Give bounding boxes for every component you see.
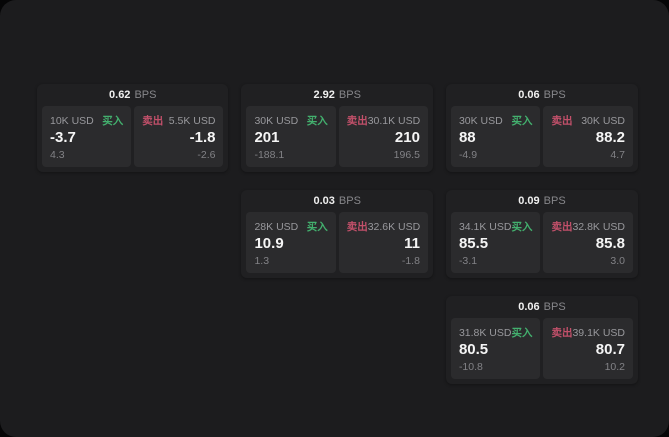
- buy-delta: 1.3: [254, 255, 270, 267]
- sell-delta: -2.6: [197, 149, 216, 161]
- sell-price: 88.2: [595, 129, 625, 147]
- bps-unit: BPS: [543, 195, 566, 207]
- sell-amount: 30K USD: [581, 114, 625, 127]
- buy-side-label: 买入: [511, 115, 533, 127]
- buy-panel[interactable]: 31.8K USD 买入 80.5 -10.8: [450, 318, 541, 379]
- bps-header: 2.92 BPS: [241, 84, 432, 106]
- buy-price: -3.7: [50, 129, 76, 147]
- buy-amount: 30K USD: [458, 114, 503, 127]
- sell-delta: 3.0: [610, 255, 625, 267]
- sell-amount: 32.6K USD: [367, 220, 421, 233]
- sell-panel[interactable]: 卖出 30.1K USD 210 196.5: [338, 106, 428, 167]
- sell-price: 85.8: [595, 235, 625, 253]
- sell-side-label: 卖出: [551, 115, 573, 127]
- bps-header: 0.06 BPS: [446, 296, 638, 318]
- quote-panels: 28K USD 买入 10.9 1.3 卖出 32.6K USD 11 -1.8: [241, 212, 432, 278]
- quote-card: 0.06 BPS 31.8K USD 买入 80.5 -10.8 卖出 39.1…: [445, 296, 638, 384]
- buy-delta: 4.3: [50, 149, 65, 161]
- sell-side-label: 卖出: [551, 221, 573, 233]
- sell-side-label: 卖出: [346, 221, 368, 233]
- buy-side-label: 买入: [306, 221, 328, 233]
- bps-unit: BPS: [543, 89, 566, 101]
- bps-header: 0.09 BPS: [446, 190, 638, 212]
- buy-amount: 28K USD: [254, 220, 299, 233]
- buy-panel[interactable]: 30K USD 买入 88 -4.9: [450, 106, 541, 167]
- sell-amount: 39.1K USD: [572, 326, 625, 339]
- buy-side-label: 买入: [306, 115, 328, 127]
- bps-value: 0.62: [109, 89, 131, 101]
- buy-price: 10.9: [254, 235, 284, 253]
- sell-amount: 30.1K USD: [367, 114, 421, 127]
- quote-panels: 31.8K USD 买入 80.5 -10.8 卖出 39.1K USD 80.…: [446, 318, 638, 384]
- sell-panel[interactable]: 卖出 39.1K USD 80.7 10.2: [543, 318, 633, 379]
- sell-delta: 4.7: [610, 149, 625, 161]
- buy-panel[interactable]: 30K USD 买入 201 -188.1: [246, 106, 336, 167]
- quote-panels: 10K USD 买入 -3.7 4.3 卖出 5.5K USD -1.8 -2.…: [37, 106, 228, 172]
- buy-side-label: 买入: [511, 327, 533, 339]
- buy-delta: -10.8: [458, 361, 483, 373]
- bps-header: 0.62 BPS: [37, 84, 228, 106]
- quote-panels: 30K USD 买入 201 -188.1 卖出 30.1K USD 210 1…: [241, 106, 432, 172]
- sell-panel[interactable]: 卖出 32.8K USD 85.8 3.0: [543, 212, 633, 273]
- buy-delta: -4.9: [458, 149, 478, 161]
- sell-delta: 196.5: [393, 149, 420, 161]
- buy-amount: 10K USD: [50, 114, 94, 127]
- quote-card: 0.09 BPS 34.1K USD 买入 85.5 -3.1 卖出 32.8K…: [445, 190, 638, 278]
- quote-card: 0.03 BPS 28K USD 买入 10.9 1.3 卖出 32.6K US…: [241, 190, 433, 278]
- buy-amount: 30K USD: [254, 114, 299, 127]
- sell-price: 210: [394, 129, 420, 147]
- sell-amount: 5.5K USD: [168, 114, 216, 127]
- sell-price: 11: [404, 235, 420, 253]
- buy-side-label: 买入: [511, 221, 533, 233]
- quote-card: 0.62 BPS 10K USD 买入 -3.7 4.3 卖出 5.5K USD: [37, 84, 229, 172]
- buy-delta: -3.1: [458, 255, 478, 267]
- sell-panel[interactable]: 卖出 32.6K USD 11 -1.8: [338, 212, 428, 273]
- bps-value: 2.92: [313, 89, 335, 101]
- bps-header: 0.03 BPS: [241, 190, 432, 212]
- sell-side-label: 卖出: [142, 115, 164, 127]
- sell-panel[interactable]: 卖出 30K USD 88.2 4.7: [543, 106, 633, 167]
- buy-panel[interactable]: 28K USD 买入 10.9 1.3: [246, 212, 336, 273]
- buy-side-label: 买入: [102, 115, 124, 127]
- buy-panel[interactable]: 34.1K USD 买入 85.5 -3.1: [450, 212, 541, 273]
- buy-price: 88: [458, 129, 476, 147]
- quote-card: 0.06 BPS 30K USD 买入 88 -4.9 卖出 30K USD: [445, 84, 638, 172]
- bps-header: 0.06 BPS: [446, 84, 638, 106]
- quote-panels: 30K USD 买入 88 -4.9 卖出 30K USD 88.2 4.7: [446, 106, 638, 172]
- sell-delta: 10.2: [604, 361, 625, 373]
- sell-delta: -1.8: [401, 255, 420, 267]
- sell-price: -1.8: [189, 129, 216, 147]
- buy-amount: 31.8K USD: [458, 326, 512, 339]
- buy-panel[interactable]: 10K USD 买入 -3.7 4.3: [42, 106, 132, 167]
- bps-unit: BPS: [338, 89, 361, 101]
- buy-price: 85.5: [458, 235, 489, 253]
- sell-amount: 32.8K USD: [572, 220, 625, 233]
- buy-price: 80.5: [458, 341, 489, 359]
- buy-amount: 34.1K USD: [458, 220, 512, 233]
- quote-panels: 34.1K USD 买入 85.5 -3.1 卖出 32.8K USD 85.8…: [446, 212, 638, 278]
- sell-side-label: 卖出: [346, 115, 368, 127]
- bps-unit: BPS: [543, 301, 566, 313]
- quotes-grid: 0.62 BPS 10K USD 买入 -3.7 4.3 卖出 5.5K USD: [37, 84, 638, 384]
- sell-price: 80.7: [595, 341, 625, 359]
- quote-card: 2.92 BPS 30K USD 买入 201 -188.1 卖出 30.1K …: [241, 84, 433, 172]
- buy-delta: -188.1: [254, 149, 285, 161]
- buy-price: 201: [254, 129, 280, 147]
- bps-unit: BPS: [338, 195, 361, 207]
- bps-value: 0.06: [518, 89, 540, 101]
- bps-value: 0.06: [518, 301, 540, 313]
- bps-value: 0.03: [313, 195, 335, 207]
- bps-value: 0.09: [518, 195, 540, 207]
- sell-panel[interactable]: 卖出 5.5K USD -1.8 -2.6: [134, 106, 224, 167]
- sell-side-label: 卖出: [551, 327, 573, 339]
- bps-unit: BPS: [134, 89, 157, 101]
